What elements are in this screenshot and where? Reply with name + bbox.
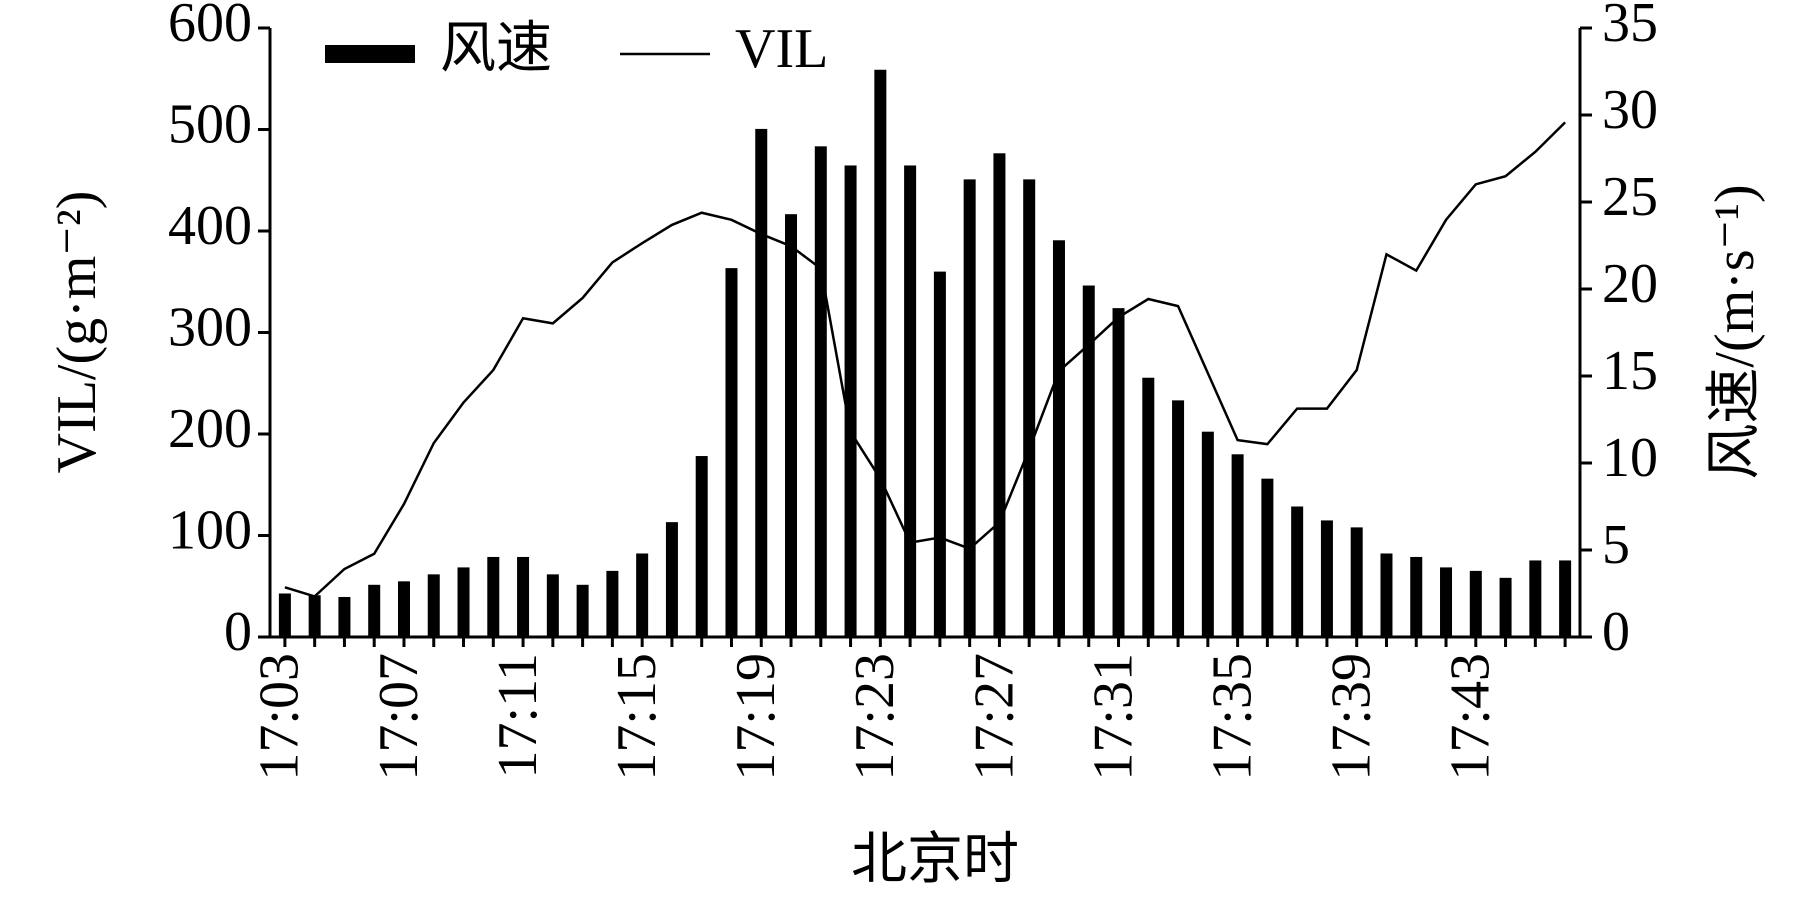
bar (1201, 431, 1214, 637)
y-tick-label: 100 (168, 499, 252, 561)
y2-tick-label: 30 (1602, 79, 1658, 141)
y2-tick-label: 25 (1602, 166, 1658, 228)
legend-label: 风速 (440, 18, 552, 80)
x-tick-label: 17:35 (1201, 653, 1263, 781)
y-tick-label: 200 (168, 398, 252, 460)
bar (785, 214, 798, 637)
bar (1410, 556, 1423, 637)
legend-swatch (325, 45, 415, 63)
y2-tick-label: 5 (1602, 514, 1630, 576)
bar (1172, 400, 1185, 637)
bar (933, 271, 946, 637)
bar (1469, 570, 1482, 637)
bar (1231, 454, 1244, 637)
bar (874, 69, 887, 637)
bar (1499, 577, 1512, 637)
x-tick-label: 17:11 (487, 653, 549, 778)
y2-tick-label: 0 (1602, 601, 1630, 663)
bar (1559, 560, 1572, 637)
bar (457, 567, 470, 637)
bar (517, 556, 530, 637)
y2-axis-label: 风速/(m·s⁻¹) (1704, 184, 1766, 479)
bar (755, 128, 768, 638)
bar (636, 553, 649, 637)
x-tick-label: 17:39 (1321, 653, 1383, 781)
bar (904, 165, 917, 637)
x-tick-label: 17:03 (249, 653, 311, 781)
bar (993, 153, 1006, 637)
bar (1350, 527, 1363, 637)
bar (427, 574, 440, 637)
legend-label: VIL (735, 18, 828, 80)
y-tick-label: 300 (168, 296, 252, 358)
bar (844, 165, 857, 637)
x-tick-label: 17:27 (963, 653, 1025, 781)
bar (963, 179, 976, 637)
bar (487, 556, 500, 637)
x-axis-label: 北京时 (851, 829, 1019, 891)
bar (1261, 478, 1274, 637)
bar (1529, 560, 1542, 637)
x-tick-label: 17:43 (1440, 653, 1502, 781)
bar (1440, 567, 1453, 637)
bar (368, 584, 381, 637)
bar (1082, 285, 1095, 637)
bar (606, 570, 619, 637)
x-tick-label: 17:15 (606, 653, 668, 781)
y2-tick-label: 15 (1602, 340, 1658, 402)
y-axis-label: VIL/(g·m⁻²) (46, 191, 108, 474)
x-tick-label: 17:07 (368, 653, 430, 781)
y-tick-label: 400 (168, 195, 252, 257)
x-tick-label: 17:23 (844, 653, 906, 781)
x-tick-label: 17:31 (1082, 653, 1144, 781)
y-tick-label: 600 (168, 0, 252, 54)
line (284, 121, 1566, 598)
x-tick-label: 17:19 (725, 653, 787, 781)
bar (725, 268, 738, 637)
y2-tick-label: 20 (1602, 253, 1658, 315)
bar (695, 456, 708, 637)
y2-tick-label: 35 (1602, 0, 1658, 54)
bar (338, 596, 351, 637)
bar (546, 574, 559, 637)
bar (814, 146, 827, 637)
bar (1023, 179, 1036, 637)
bar (1320, 520, 1333, 637)
bar (1112, 308, 1125, 637)
bar (665, 522, 678, 637)
bar (397, 581, 410, 637)
y-tick-label: 500 (168, 93, 252, 155)
bar (576, 584, 589, 637)
bar (278, 593, 291, 637)
y2-tick-label: 10 (1602, 427, 1658, 489)
bar (308, 595, 321, 637)
bar (1052, 240, 1065, 637)
bar (1142, 377, 1155, 637)
y-tick-label: 0 (224, 601, 252, 663)
bar (1291, 506, 1304, 637)
bar (1380, 553, 1393, 637)
